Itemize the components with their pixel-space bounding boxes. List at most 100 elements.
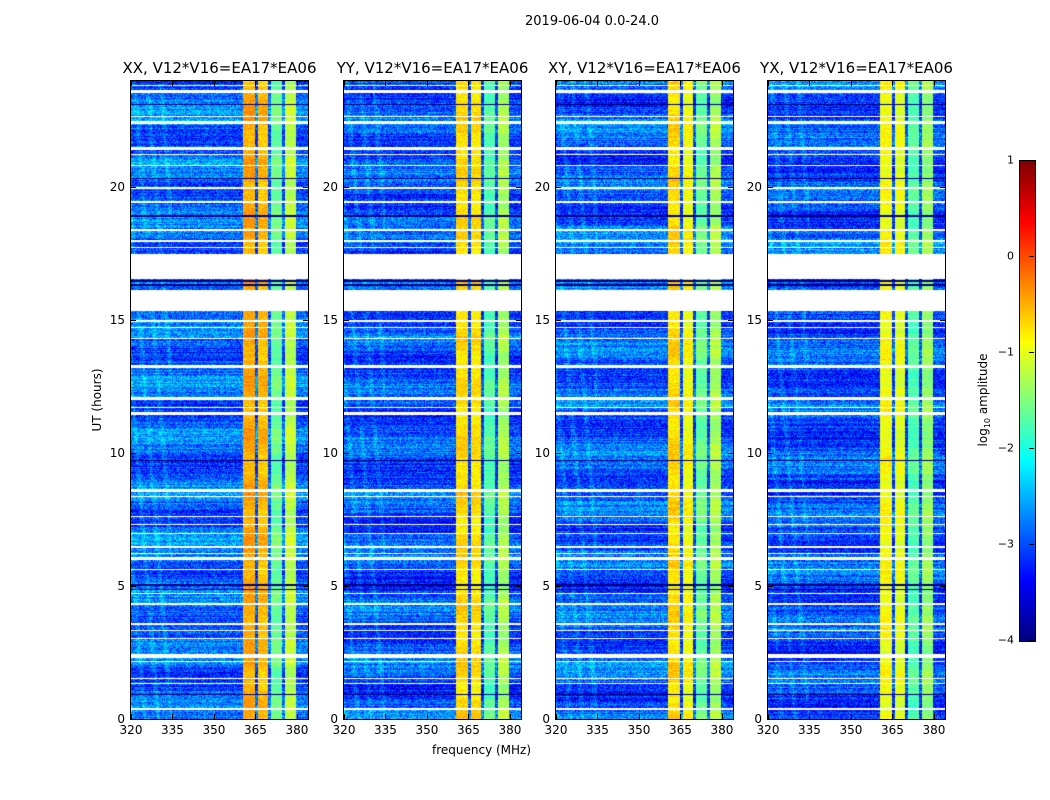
y-tick-label: 10 <box>746 446 762 461</box>
x-tick-label: 380 <box>498 723 522 737</box>
x-tick-label: 320 <box>119 723 143 737</box>
y-tick-label: 5 <box>117 579 125 594</box>
x-tick-mark <box>296 81 298 86</box>
y-tick-mark <box>303 453 308 455</box>
y-tick-mark <box>768 187 773 189</box>
y-tick-mark <box>940 719 945 720</box>
colorbar-tick-mark <box>1029 544 1034 545</box>
x-tick-mark <box>638 81 640 86</box>
x-tick-mark <box>468 714 470 719</box>
y-tick-label: 0 <box>117 712 125 726</box>
y-tick-mark <box>940 187 945 189</box>
y-tick-mark <box>768 586 773 588</box>
x-tick-mark <box>556 714 557 719</box>
x-tick-mark <box>556 81 557 86</box>
y-tick-mark <box>131 586 136 588</box>
x-tick-mark <box>344 81 345 86</box>
x-tick-mark <box>509 81 511 86</box>
x-tick-mark <box>213 714 215 719</box>
x-tick-mark <box>680 714 682 719</box>
x-tick-label: 365 <box>669 723 692 737</box>
x-tick-mark <box>638 714 640 719</box>
y-tick-mark <box>344 719 349 720</box>
y-tick-label: 5 <box>754 579 762 594</box>
y-tick-mark <box>344 453 349 455</box>
colorbar <box>1019 160 1036 642</box>
x-axis-label: frequency (MHz) <box>432 743 532 757</box>
x-tick-label: 365 <box>457 723 480 737</box>
y-tick-mark <box>516 453 521 455</box>
x-tick-mark <box>426 81 428 86</box>
y-tick-mark <box>728 719 733 720</box>
x-tick-mark <box>892 714 894 719</box>
y-tick-label: 20 <box>534 180 550 195</box>
y-tick-label: 20 <box>746 180 762 195</box>
y-tick-label: 5 <box>542 579 550 594</box>
x-tick-label: 350 <box>839 723 863 737</box>
y-tick-mark <box>516 320 521 322</box>
heatmap-image <box>344 81 521 719</box>
y-tick-mark <box>940 586 945 588</box>
x-tick-mark <box>680 81 682 86</box>
heatmap-image <box>768 81 945 719</box>
y-tick-label: 0 <box>542 712 550 726</box>
heatmap-panel <box>130 80 309 720</box>
y-tick-mark <box>516 187 521 189</box>
y-tick-mark <box>768 453 773 455</box>
y-tick-label: 10 <box>322 446 338 461</box>
x-tick-label: 320 <box>756 723 780 737</box>
y-tick-label: 15 <box>746 313 762 328</box>
y-tick-mark <box>131 320 136 322</box>
y-tick-mark <box>728 320 733 322</box>
y-tick-mark <box>940 453 945 455</box>
y-tick-label: 10 <box>534 446 550 461</box>
y-tick-mark <box>303 320 308 322</box>
y-tick-mark <box>344 320 349 322</box>
x-tick-mark <box>213 81 215 86</box>
colorbar-tick-mark <box>1029 448 1034 449</box>
x-tick-mark <box>296 714 298 719</box>
y-tick-mark <box>516 586 521 588</box>
y-tick-label: 5 <box>330 579 338 594</box>
x-tick-label: 380 <box>922 723 946 737</box>
x-tick-mark <box>385 81 387 86</box>
x-tick-mark <box>809 81 811 86</box>
y-tick-mark <box>303 586 308 588</box>
y-tick-mark <box>131 453 136 455</box>
y-tick-label: 20 <box>109 180 125 195</box>
heatmap-panel <box>343 80 522 720</box>
x-tick-label: 335 <box>161 723 184 737</box>
heatmap-panel <box>767 80 946 720</box>
x-tick-mark <box>468 81 470 86</box>
y-tick-label: 15 <box>322 313 338 328</box>
y-tick-label: 15 <box>534 313 550 328</box>
y-tick-mark <box>728 187 733 189</box>
x-tick-label: 380 <box>285 723 309 737</box>
y-tick-mark <box>556 719 561 720</box>
heatmap-panel <box>555 80 734 720</box>
panel-title: YY, V12*V16=EA17*EA06 <box>336 59 529 77</box>
colorbar-tick-mark <box>1029 256 1034 257</box>
heatmap-image <box>556 81 733 719</box>
y-tick-label: 10 <box>109 446 125 461</box>
x-tick-mark <box>597 714 599 719</box>
x-tick-mark <box>850 81 852 86</box>
x-tick-label: 350 <box>627 723 651 737</box>
y-tick-mark <box>728 586 733 588</box>
x-tick-mark <box>850 714 852 719</box>
y-tick-label: 20 <box>322 180 338 195</box>
x-tick-mark <box>509 714 511 719</box>
x-tick-mark <box>255 714 257 719</box>
y-tick-mark <box>556 320 561 322</box>
x-tick-mark <box>255 81 257 86</box>
y-tick-mark <box>768 320 773 322</box>
colorbar-tick-label: 0 <box>1007 249 1014 263</box>
colorbar-tick-label: −2 <box>997 441 1014 455</box>
x-tick-mark <box>426 714 428 719</box>
x-tick-label: 335 <box>374 723 397 737</box>
colorbar-tick-label: −3 <box>997 537 1014 551</box>
colorbar-tick-label: 1 <box>1007 153 1014 167</box>
y-tick-mark <box>940 320 945 322</box>
y-tick-mark <box>131 187 136 189</box>
